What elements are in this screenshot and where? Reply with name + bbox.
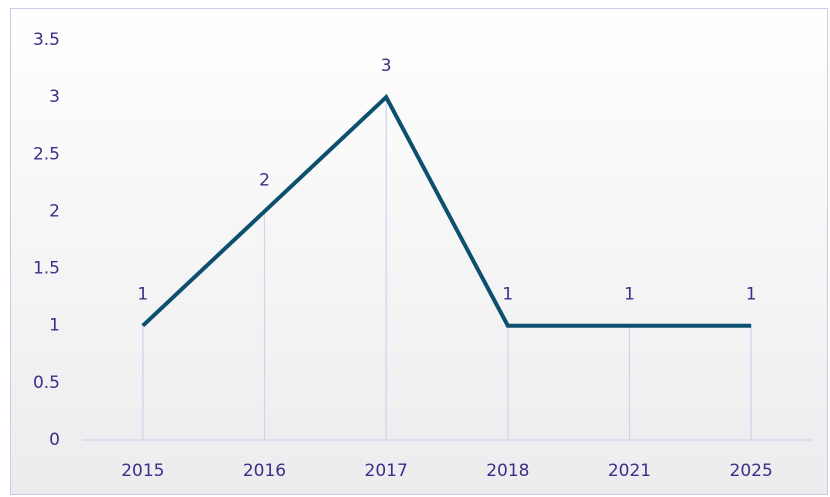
data-label: 2 <box>259 170 270 190</box>
y-tick-label: 1.5 <box>33 259 60 279</box>
y-tick-label: 2.5 <box>33 144 60 164</box>
data-label: 3 <box>381 56 392 76</box>
x-tick-label: 2018 <box>486 461 529 481</box>
x-tick-label: 2015 <box>121 461 164 481</box>
data-label: 1 <box>137 285 148 305</box>
data-label: 1 <box>502 285 513 305</box>
data-label: 1 <box>746 285 757 305</box>
x-tick-label: 2016 <box>243 461 286 481</box>
x-tick-label: 2017 <box>365 461 408 481</box>
y-tick-label: 3.5 <box>33 30 60 50</box>
y-tick-label: 0.5 <box>33 373 60 393</box>
x-tick-label: 2025 <box>730 461 773 481</box>
x-tick-label: 2021 <box>608 461 651 481</box>
y-tick-label: 0 <box>49 430 60 450</box>
chart-frame <box>10 8 828 495</box>
data-label: 1 <box>624 285 635 305</box>
y-tick-label: 3 <box>49 87 60 107</box>
data-line <box>141 93 752 328</box>
y-tick-label: 2 <box>49 201 60 221</box>
y-tick-label: 1 <box>49 316 60 336</box>
